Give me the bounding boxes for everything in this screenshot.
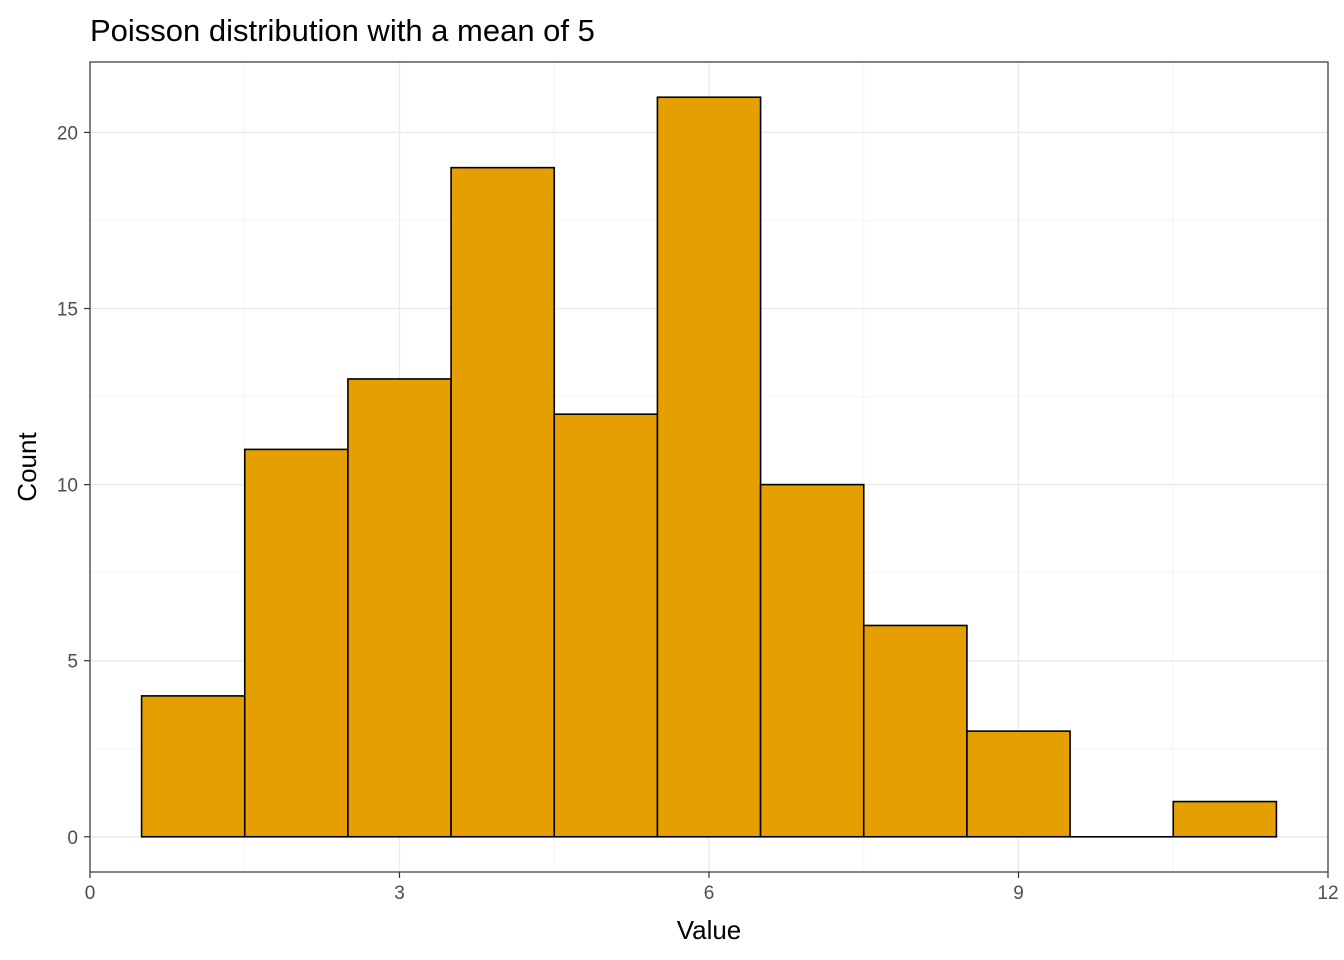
- x-tick-label: 12: [1317, 883, 1338, 904]
- chart-title: Poisson distribution with a mean of 5: [90, 13, 595, 48]
- y-axis: 0 5 10 15 20: [57, 123, 90, 849]
- x-axis-title: Value: [677, 915, 742, 945]
- y-axis-title: Count: [12, 432, 42, 502]
- histogram-bar: [966, 730, 1071, 838]
- histogram-bar: [450, 166, 556, 838]
- x-axis: 0 3 6 9 12: [85, 872, 1339, 904]
- y-tick-label: 15: [57, 300, 78, 321]
- histogram-bar: [140, 695, 246, 838]
- y-tick-label: 10: [57, 476, 78, 497]
- x-tick-label: 6: [704, 883, 715, 904]
- histogram-bar: [553, 413, 659, 838]
- bars: [140, 96, 1278, 838]
- histogram-bar: [862, 624, 968, 838]
- y-tick-label: 5: [67, 652, 78, 673]
- histogram-bar: [656, 96, 762, 838]
- histogram-bar: [759, 483, 865, 838]
- histogram-bar: [243, 448, 349, 838]
- histogram-bar: [1172, 800, 1278, 838]
- y-tick-label: 20: [57, 123, 78, 144]
- y-tick-label: 0: [67, 828, 78, 849]
- x-tick-label: 9: [1013, 883, 1024, 904]
- x-tick-label: 3: [394, 883, 405, 904]
- histogram-bar: [347, 378, 452, 838]
- x-tick-label: 0: [85, 883, 96, 904]
